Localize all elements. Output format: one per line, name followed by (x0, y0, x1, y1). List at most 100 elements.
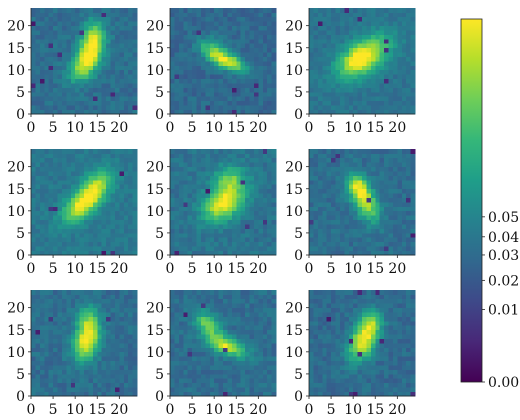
heatmap-cell (309, 378, 314, 384)
heatmap-cell (106, 21, 111, 27)
heatmap-cell (31, 202, 36, 207)
heatmap-cell (44, 307, 50, 313)
heatmap-cell (309, 87, 314, 93)
heatmap-cell (218, 298, 224, 304)
heatmap-cell (227, 325, 233, 331)
heatmap-cell (192, 373, 197, 379)
heatmap-cell (410, 391, 416, 397)
heatmap-cell (200, 338, 206, 344)
heatmap-cell (339, 250, 345, 256)
heatmap-cell (123, 197, 129, 203)
heatmap-cell (209, 105, 215, 110)
heatmap-cell (53, 365, 58, 370)
heatmap-cell (31, 157, 36, 163)
heatmap-cell (106, 43, 111, 49)
heatmap-cell (61, 294, 67, 300)
heatmap-cell (35, 8, 41, 13)
heatmap-cell (313, 228, 319, 234)
heatmap-cell (397, 360, 403, 366)
heatmap-cell (88, 16, 94, 22)
heatmap-cell (53, 166, 58, 172)
heatmap-cell (174, 166, 180, 172)
heatmap-cell (70, 298, 76, 304)
heatmap-cell (187, 290, 193, 295)
heatmap-cell (245, 38, 250, 44)
heatmap-cell (88, 206, 94, 212)
heatmap-cell (366, 391, 372, 397)
heatmap-cell (187, 246, 193, 251)
heatmap-cell (132, 12, 138, 18)
heatmap-cell (183, 202, 189, 207)
heatmap-cell (123, 78, 129, 84)
y-tick-label: 15 (7, 182, 25, 198)
heatmap-cell (187, 38, 193, 44)
heatmap-cell (183, 232, 189, 238)
heatmap-cell (57, 193, 63, 198)
heatmap-cell (119, 179, 125, 185)
heatmap-cell (44, 224, 50, 229)
heatmap-cell (39, 307, 45, 313)
heatmap-cell (70, 241, 76, 247)
heatmap-cell (35, 343, 41, 348)
heatmap-cell (101, 105, 107, 110)
heatmap-cell (309, 250, 314, 256)
heatmap-cell (97, 298, 103, 304)
heatmap-cell (79, 38, 85, 44)
heatmap-cell (128, 157, 133, 163)
heatmap-cell (401, 210, 407, 216)
heatmap-cell (362, 188, 367, 194)
heatmap-cell (53, 206, 58, 212)
heatmap-cell (66, 175, 72, 181)
heatmap-cell (322, 149, 328, 154)
heatmap-cell (362, 206, 367, 212)
heatmap-cell (253, 202, 259, 207)
heatmap-cell (253, 219, 259, 225)
heatmap-cell (231, 12, 237, 18)
heatmap-cell (44, 391, 50, 397)
heatmap-cell (240, 16, 246, 22)
heatmap-cell (236, 197, 242, 203)
heatmap-cell (410, 210, 416, 216)
heatmap-cell (106, 193, 111, 198)
heatmap-cell (31, 347, 36, 353)
heatmap-cell (348, 360, 354, 366)
heatmap-cell (88, 360, 94, 366)
heatmap-cell (353, 149, 358, 154)
heatmap-cell (267, 153, 272, 159)
heatmap-cell (236, 228, 242, 234)
heatmap-cell (267, 162, 272, 168)
heatmap-cell (384, 38, 389, 44)
heatmap-cell (209, 215, 215, 221)
heatmap-cell (231, 290, 237, 295)
heatmap-cell (335, 356, 341, 362)
heatmap-cell (170, 373, 175, 379)
heatmap-cell (174, 391, 180, 397)
heatmap-cell (79, 184, 85, 190)
heatmap-cell (61, 338, 67, 344)
heatmap-cell (123, 43, 129, 49)
heatmap-cell (375, 378, 381, 384)
heatmap-cell (79, 241, 85, 247)
heatmap-cell (88, 325, 94, 331)
heatmap-cell (231, 74, 237, 80)
heatmap-cell (114, 241, 120, 247)
heatmap-cell (79, 12, 85, 18)
heatmap-cell (322, 188, 328, 194)
heatmap-cell (375, 197, 381, 203)
heatmap-cell (326, 391, 332, 397)
heatmap-cell (223, 210, 228, 216)
heatmap-cell (335, 153, 341, 159)
heatmap-cell (128, 241, 133, 247)
heatmap-cell (92, 351, 98, 357)
heatmap-cell (357, 105, 363, 110)
heatmap-cell (366, 356, 372, 362)
heatmap-cell (267, 38, 272, 44)
heatmap-cell (114, 184, 120, 190)
heatmap-cell (370, 47, 376, 53)
heatmap-cell (196, 329, 202, 335)
heatmap-cell (66, 298, 72, 304)
heatmap-cell (344, 74, 350, 80)
heatmap-cell (114, 69, 120, 75)
heatmap-cell (205, 224, 211, 229)
heatmap-cell (209, 175, 215, 181)
